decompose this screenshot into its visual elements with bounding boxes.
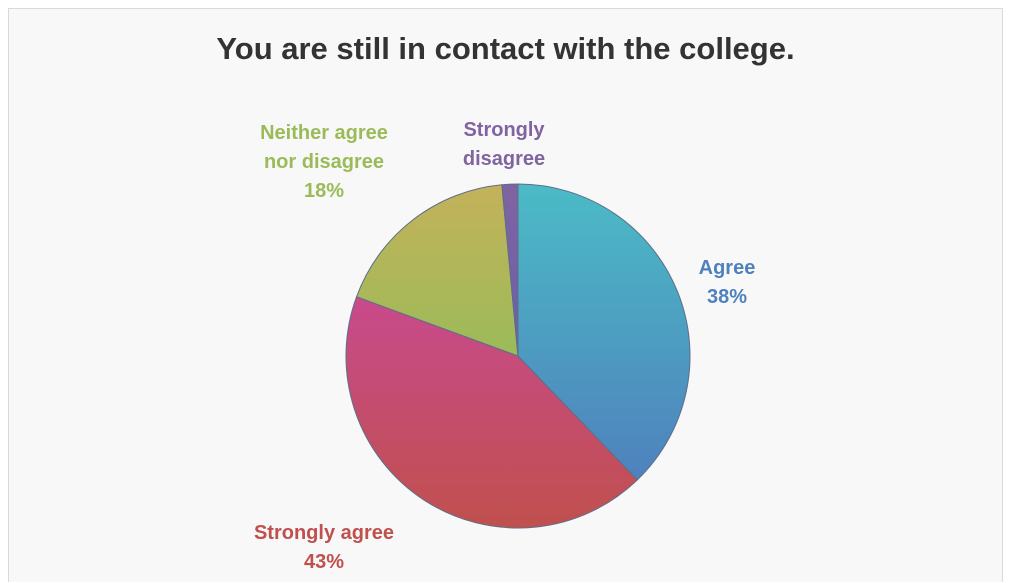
data-label-neither-percent: 18% bbox=[303, 180, 345, 202]
data-label-strongly-agree-category: Strongly agree bbox=[253, 522, 395, 544]
data-label-strongly-disagree: Strongly disagree bbox=[439, 116, 569, 174]
data-label-agree-percent: 38% bbox=[706, 286, 748, 308]
pie-slice-strongly-disagree bbox=[501, 183, 519, 357]
data-label-strongly-agree: Strongly agree 43% bbox=[194, 519, 454, 577]
chart-area: You are still in contact with the colleg… bbox=[8, 8, 1003, 582]
pie-slice-neither-agree-nor-disagree bbox=[356, 184, 519, 357]
data-label-neither: Neither agree nor disagree 18% bbox=[224, 119, 424, 206]
pie-slice-strongly-agree bbox=[345, 296, 638, 529]
data-label-neither-category-2: nor disagree bbox=[263, 151, 385, 173]
data-label-neither-category-1: Neither agree bbox=[260, 122, 388, 144]
data-label-agree: Agree 38% bbox=[657, 254, 797, 312]
data-label-strongly-disagree-category-1: Strongly bbox=[463, 119, 545, 141]
chart-title: You are still in contact with the colleg… bbox=[216, 31, 795, 66]
pie-slice-agree bbox=[517, 183, 691, 481]
data-label-agree-category: Agree bbox=[698, 257, 756, 279]
pie-chart bbox=[345, 183, 691, 529]
data-label-strongly-disagree-category-2: disagree bbox=[462, 148, 546, 170]
data-label-strongly-agree-percent: 43% bbox=[303, 551, 345, 573]
pie-slices bbox=[345, 183, 691, 529]
